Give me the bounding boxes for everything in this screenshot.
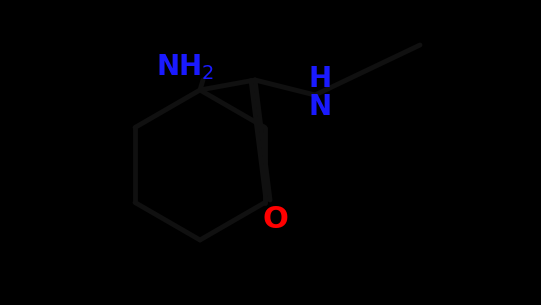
Text: O: O [262,206,288,235]
Text: H
N: H N [308,65,332,121]
Text: NH$_2$: NH$_2$ [156,52,214,82]
